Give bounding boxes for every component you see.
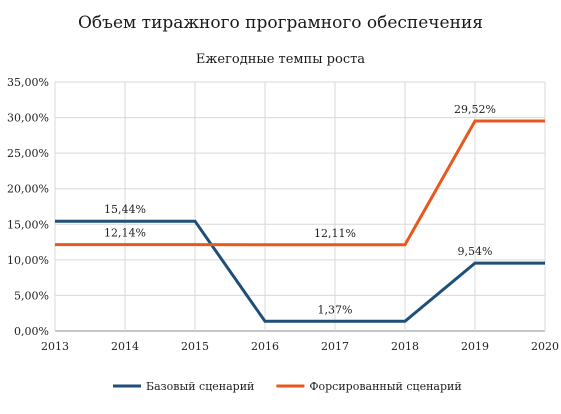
chart-subtitle: Ежегодные темпы роста <box>195 52 366 67</box>
legend: Базовый сценарий Форсированный сценарий <box>113 380 462 393</box>
y-tick-label: 5,00% <box>14 289 49 302</box>
x-tick-label: 2020 <box>531 340 559 353</box>
data-label: 1,37% <box>318 303 353 316</box>
series-lines <box>55 119 545 323</box>
chart-title: Объем тиражного програмного обеспечения <box>77 13 483 33</box>
data-label: 29,52% <box>454 103 496 116</box>
x-tick-label: 2015 <box>181 340 209 353</box>
data-label: 9,54% <box>458 245 493 258</box>
x-tick-label: 2016 <box>251 340 279 353</box>
x-tick-label: 2017 <box>321 340 349 353</box>
y-tick-label: 20,00% <box>7 183 49 196</box>
data-label: 15,44% <box>104 203 146 216</box>
y-tick-label: 0,00% <box>14 325 49 338</box>
data-label: 12,14% <box>104 227 146 240</box>
series-line-2 <box>55 119 545 247</box>
x-tick-label: 2018 <box>391 340 419 353</box>
x-tick-label: 2014 <box>111 340 139 353</box>
y-tick-label: 10,00% <box>7 254 49 267</box>
y-tick-label: 15,00% <box>7 218 49 231</box>
y-tick-label: 25,00% <box>7 147 49 160</box>
series-line-1 <box>55 219 545 323</box>
x-tick-label: 2013 <box>41 340 69 353</box>
data-label: 12,11% <box>314 227 356 240</box>
x-tick-label: 2019 <box>461 340 489 353</box>
x-axis-ticks: 2013 2014 2015 2016 2017 2018 2019 2020 <box>41 340 559 353</box>
y-axis-ticks: 0,00% 5,00% 10,00% 15,00% 20,00% 25,00% 30,00%… <box>7 76 49 338</box>
y-tick-label: 30,00% <box>7 112 49 125</box>
legend-label-1: Базовый сценарий <box>146 380 254 393</box>
data-labels: 15,44% 12,14% 1,37% 12,11% 9,54% 29,52% <box>104 103 496 316</box>
legend-label-2: Форсированный сценарий <box>309 380 461 393</box>
y-tick-label: 35,00% <box>7 76 49 89</box>
